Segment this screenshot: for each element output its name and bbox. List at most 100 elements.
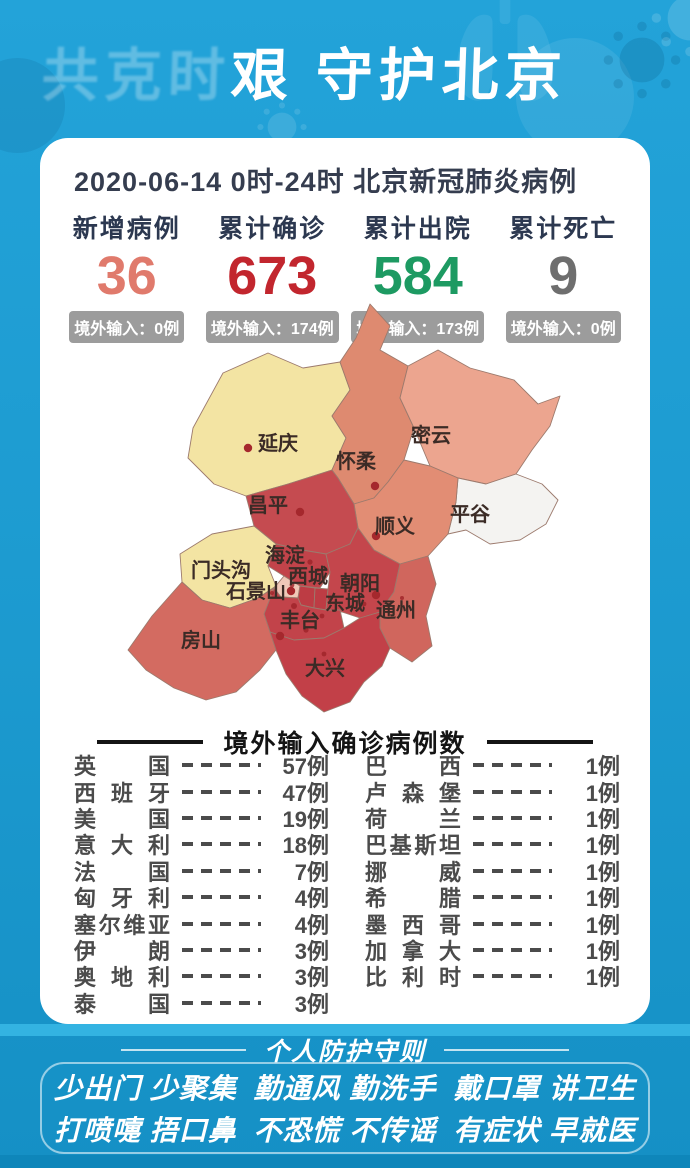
country-name: 匈牙利 [74,886,170,912]
protection-rules-title: 个人防护守则 [263,1038,426,1066]
imported-badge: 境外输入：174例 [205,311,339,344]
case-row: 美国 19例 [74,805,329,832]
district-label-changping: 昌平 [248,494,288,517]
protection-tip: 有症状 早就医 [453,1114,636,1146]
marker-dot [286,586,296,596]
case-marker-dots [243,443,381,641]
case-row: 西班牙 47例 [74,778,329,806]
report-date: 2020-06-14 0时-24时 北京新冠肺炎病例 [74,167,578,197]
imported-cases-list: 英国 57例 西班牙 47例 美国 19例 意大利 18例 法国 7例 匈牙利 4例 塞尔维… [74,752,620,1017]
poster-title-main: 艰 守护北京 [229,44,569,108]
country-name: 巴西 [365,754,461,780]
dash-leader [473,974,552,979]
case-count: 7例 [294,859,329,885]
imported-cases-right-column: 巴西 1例 卢森堡 1例 荷兰 1例 巴基斯坦 1例 挪威 1例 希腊 1例 墨西哥 1例 加… [365,752,620,1016]
country-name: 挪威 [365,859,461,885]
case-count: 18例 [282,833,329,859]
case-row: 泰国 3例 [74,990,329,1017]
country-name: 墨西哥 [365,912,461,938]
stat-total-confirmed: 累计确诊 673 境外输入：174例 [200,209,346,344]
marker-dot [371,590,381,600]
dash-leader [473,763,552,768]
tips-row: 少出门 少聚集 勤通风 勤洗手 戴口罩 讲卫生 [54,1067,636,1107]
marker-dot [370,481,380,491]
country-name: 加拿大 [365,938,461,964]
protection-tip: 少出门 少聚集 [54,1073,237,1105]
country-name: 卢森堡 [365,780,461,806]
imported-cases-left-column: 英国 57例 西班牙 47例 美国 19例 意大利 18例 法国 7例 匈牙利 4例 塞尔维… [74,752,329,1017]
district-label-pinggu: 平谷 [450,503,491,526]
dash-leader [473,815,552,820]
case-row: 伊朗 3例 [74,937,329,964]
dash-leader [473,895,552,900]
case-count: 19例 [282,806,329,832]
case-row: 挪威 1例 [365,858,620,885]
marker-dot [275,631,285,641]
country-name: 塞尔维亚 [74,912,170,938]
case-count: 1例 [585,806,620,832]
case-row: 法国 7例 [74,858,329,885]
case-row: 希腊 1例 [365,884,620,912]
country-name: 泰国 [74,991,170,1017]
district-miyun [399,349,561,485]
country-name: 法国 [74,859,170,885]
district-daxing [269,611,391,713]
case-count: 3例 [294,991,329,1017]
dash-leader [182,974,261,979]
dash-leader [182,842,261,847]
dash-leader [473,947,552,952]
stat-label: 新增病例 [72,215,181,243]
country-name: 英国 [74,754,170,780]
dash-leader [182,763,261,768]
stat-total-deaths: 累计死亡 9 境外输入：0例 [491,209,637,344]
case-row: 巴西 1例 [365,752,620,780]
imported-badge: 境外输入：0例 [505,311,621,344]
stat-value: 673 [227,246,318,306]
dash-leader [182,815,261,820]
district-label-fengtai: 丰台 [280,608,320,632]
stat-label: 累计死亡 [509,215,618,243]
case-row: 匈牙利 4例 [74,884,329,912]
district-label-chaoyang: 朝阳 [340,572,380,595]
report-card: 2020-06-14 0时-24时 北京新冠肺炎病例 新增病例 36 境外输入：… [40,138,650,1024]
imported-cases-title: 境外输入确诊病例数 [223,730,467,758]
imported-badge: 境外输入：0例 [69,311,185,344]
case-row: 英国 57例 [74,752,329,780]
case-count: 1例 [585,965,620,991]
case-count: 3例 [294,938,329,964]
country-name: 西班牙 [74,780,170,806]
protection-rules-header: 个人防护守则 [0,1032,690,1068]
lungs-icon [456,0,554,101]
case-count: 47例 [282,780,329,806]
case-count: 3例 [294,965,329,991]
dash-leader [182,921,261,926]
poster-title: 共克时艰 守护北京 [41,30,570,112]
dash-leader [473,789,552,794]
protection-tip: 勤通风 勤洗手 [253,1073,437,1105]
header-line [120,1049,246,1051]
district-label-haidian: 海淀 [265,543,306,567]
district-label-tongzhou: 通州 [376,599,416,622]
divider-line [97,740,204,744]
dash-leader [182,895,261,900]
case-count: 1例 [585,886,620,912]
district-tongzhou [379,555,437,663]
case-row: 奥地利 3例 [74,963,329,991]
dash-leader [473,868,552,873]
case-count: 4例 [294,912,329,938]
divider-line [486,740,593,744]
case-count: 4例 [294,886,329,912]
stat-label: 累计确诊 [218,215,327,243]
virus-icon [651,0,690,57]
case-count: 1例 [585,754,620,780]
beijing-district-map: 延庆 怀柔 密云 平谷 顺义 昌平 门头沟 海淀 石景山 西城 东城 朝阳 通州… [118,298,588,720]
header-line [444,1049,569,1051]
case-row: 塞尔维亚 4例 [74,910,329,938]
case-row: 墨西哥 1例 [365,910,620,938]
marker-dot [295,507,305,517]
case-count: 1例 [585,833,620,859]
protection-tip: 不恐慌 不传谣 [253,1114,437,1146]
case-row: 卢森堡 1例 [365,778,620,806]
dash-leader [182,1000,261,1005]
